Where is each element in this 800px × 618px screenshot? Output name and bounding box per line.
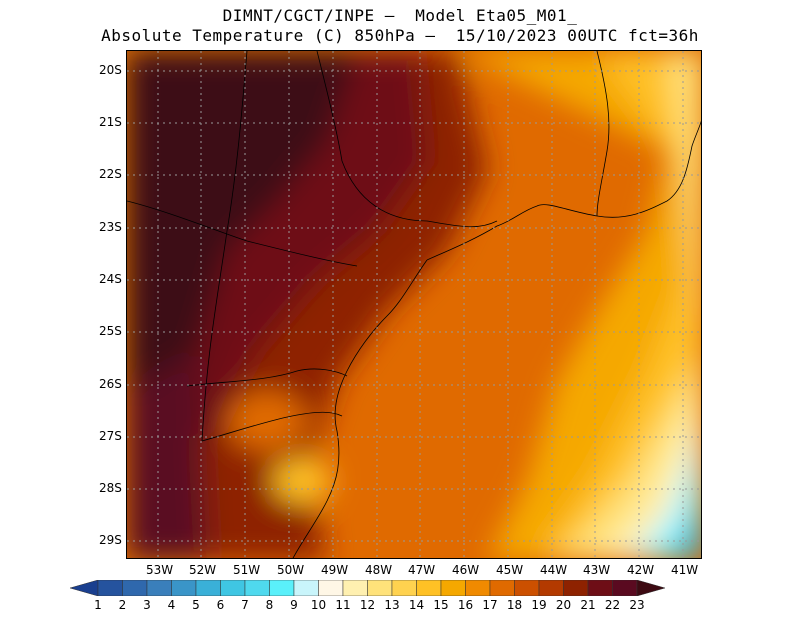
colorbar-box [563, 580, 589, 596]
colorbar-label: 4 [167, 598, 176, 612]
colorbar-label: 18 [506, 598, 523, 612]
lat-label-24S: 24S [99, 272, 122, 286]
colorbar-label: 23 [629, 598, 645, 612]
lon-label-48W: 48W [365, 563, 393, 577]
colorbar-box [171, 580, 197, 596]
colorbar-arrow-left [70, 580, 99, 596]
colorbar-label: 19 [531, 598, 547, 612]
temperature-map [126, 50, 702, 559]
colorbar-label: 8 [265, 598, 274, 612]
colorbar-box [318, 580, 344, 596]
colorbar-label: 3 [143, 598, 151, 612]
colorbar-box [293, 580, 319, 596]
colorbar-label: 7 [241, 598, 249, 612]
colorbar-label: 20 [555, 598, 572, 612]
lon-label-52W: 52W [189, 563, 217, 577]
colorbar-label: 2 [118, 598, 127, 612]
colorbar-box [587, 580, 613, 596]
colorbar-label: 1 [94, 598, 102, 612]
field-mid-pocket [227, 391, 307, 451]
colorbar-arrow-right [636, 580, 666, 596]
state-boundary-2 [127, 200, 358, 267]
lon-label-47W: 47W [408, 563, 436, 577]
colorbar-box [440, 580, 466, 596]
colorbar-box [269, 580, 295, 596]
title-line-1: DIMNT/CGCT/INPE – Model Eta05_M01_ [222, 6, 578, 25]
state-boundary-6 [596, 51, 610, 217]
colorbar-label: 5 [192, 598, 200, 612]
field-22b [127, 351, 207, 558]
state-boundary-5 [201, 51, 248, 442]
colorbar-box [244, 580, 270, 596]
colorbar-label: 21 [580, 598, 596, 612]
lon-label-45W: 45W [496, 563, 524, 577]
colorbar-box [367, 580, 393, 596]
colorbar-box [538, 580, 564, 596]
colorbar-box [489, 580, 515, 596]
lat-label-20S: 20S [99, 63, 122, 77]
map-canvas [127, 51, 701, 558]
colorbar-box [465, 580, 491, 596]
colorbar-label: 14 [408, 598, 425, 612]
colorbar-label: 10 [310, 598, 327, 612]
state-boundary-1 [316, 51, 498, 228]
lat-label-21S: 21S [99, 115, 122, 129]
colorbar-box [122, 580, 148, 596]
lon-label-49W: 49W [321, 563, 349, 577]
lon-label-41W: 41W [671, 563, 699, 577]
lat-label-29S: 29S [99, 533, 122, 547]
colorbar-box [97, 580, 123, 596]
colorbar-label: 17 [482, 598, 498, 612]
field-7 [673, 504, 701, 558]
colorbar-box [195, 580, 221, 596]
field-13 [558, 51, 701, 558]
state-boundary-3 [186, 368, 348, 387]
colorbar-label: 13 [384, 598, 400, 612]
lon-label-50W: 50W [277, 563, 305, 577]
coastline [127, 51, 701, 558]
lon-label-46W: 46W [452, 563, 480, 577]
colorbar-label: 15 [433, 598, 449, 612]
lon-label-51W: 51W [233, 563, 261, 577]
colorbar-box [416, 580, 442, 596]
grid-lines [127, 51, 701, 558]
title-line-2: Absolute Temperature (C) 850hPa – 15/10/… [101, 26, 699, 45]
colorbar [70, 580, 666, 596]
lon-label-43W: 43W [583, 563, 611, 577]
lat-label-27S: 27S [99, 429, 122, 443]
lon-label-53W: 53W [146, 563, 174, 577]
lat-label-28S: 28S [99, 481, 122, 495]
colorbar-label: 12 [359, 598, 376, 612]
field-23 [127, 51, 357, 391]
lat-label-23S: 23S [99, 220, 122, 234]
colorbar-label: 16 [457, 598, 474, 612]
coastline-south [292, 259, 428, 558]
field-cool-pocket [272, 459, 332, 503]
colorbar-box [220, 580, 246, 596]
lat-label-22S: 22S [99, 167, 122, 181]
lat-label-25S: 25S [99, 324, 122, 338]
colorbar-label: 11 [335, 598, 351, 612]
lon-label-42W: 42W [627, 563, 655, 577]
lon-label-44W: 44W [540, 563, 568, 577]
state-boundary-4 [201, 411, 343, 442]
colorbar-label: 9 [290, 598, 298, 612]
colorbar-box [146, 580, 172, 596]
lat-label-26S: 26S [99, 377, 122, 391]
colorbar-label: 22 [604, 598, 621, 612]
colorbar-box [612, 580, 638, 596]
colorbar-box [514, 580, 540, 596]
colorbar-box [391, 580, 417, 596]
coastline-northeast [426, 120, 701, 261]
temperature-field [127, 51, 701, 558]
colorbar-box [342, 580, 368, 596]
colorbar-label: 6 [216, 598, 225, 612]
